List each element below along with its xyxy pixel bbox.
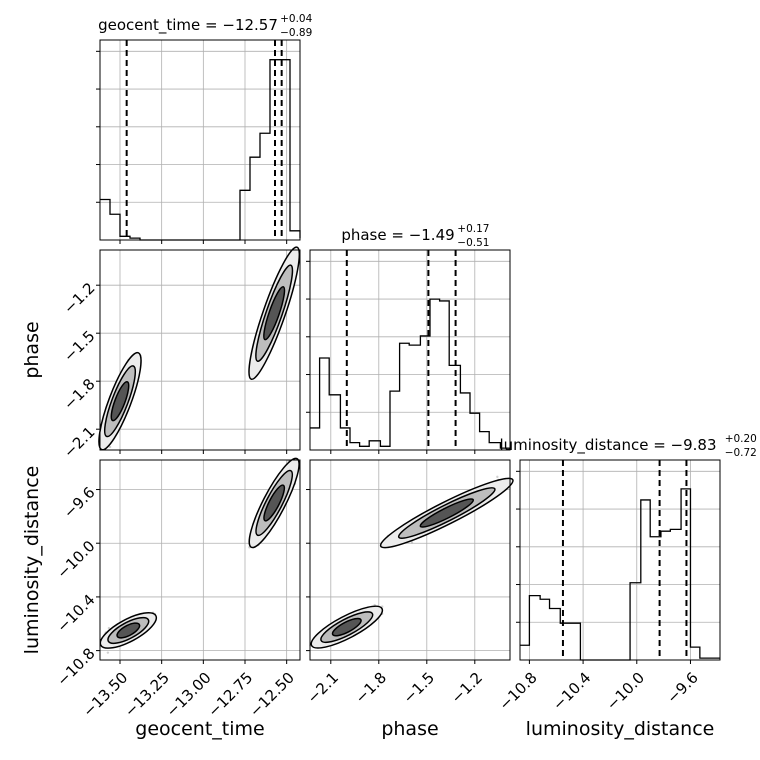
- x-tick-label: −13.25: [121, 669, 173, 721]
- x-axis-label-geocent_time: geocent_time: [135, 718, 264, 740]
- panel-frame: [309, 459, 511, 661]
- x-axis-label-luminosity_distance: luminosity_distance: [526, 718, 715, 740]
- x-tick-label: −1.5: [400, 669, 438, 707]
- y-tick-label: −1.5: [60, 327, 98, 365]
- contour-level-3: [331, 617, 362, 637]
- scatter-panel-phase-vs-geocent_time: −2.1 −1.8 −1.5 −1.2 phase: [21, 246, 301, 462]
- scatter-point: [108, 445, 112, 449]
- y-axis-label-phase: phase: [21, 321, 43, 378]
- y-axis-label-luminosity_distance: luminosity_distance: [21, 466, 43, 655]
- scatter-panel-luminosity_distance-vs-phase: −2.1 −1.8 −1.5 −1.2 phase: [304, 459, 514, 740]
- x-tick-label: −12.50: [246, 669, 298, 721]
- title-plus-luminosity_distance: +0.20: [725, 433, 757, 445]
- histogram-step-phase: [310, 298, 510, 449]
- y-tick-label: −1.8: [60, 375, 98, 413]
- x-tick-label: −10.0: [603, 669, 648, 714]
- x-tick-label: −10.4: [549, 669, 594, 714]
- x-tick-label: −9.6: [663, 669, 701, 707]
- scatter-point: [106, 651, 110, 654]
- contour-level-3: [263, 484, 286, 522]
- scatter-point: [107, 626, 111, 630]
- x-axis-label-phase: phase: [381, 718, 438, 740]
- title-minus-geocent_time: −0.89: [280, 27, 312, 39]
- hist-panel-luminosity_distance: luminosity_distance = −9.83 +0.20 −0.72 −10…: [495, 433, 756, 740]
- panel-frame: [309, 249, 511, 451]
- hist-panel-phase: phase = −1.49 +0.17 −0.51: [306, 223, 511, 454]
- contour-level-3: [419, 498, 475, 528]
- panel-frame: [99, 39, 301, 241]
- y-tick-label: −10.0: [53, 537, 98, 582]
- scatter-panel-luminosity_distance-vs-geocent_time: −13.50−13.25−13.00−12.75−12.50geocent_ti…: [21, 457, 301, 740]
- x-tick-label: −10.8: [495, 669, 540, 714]
- y-tick-label: −1.2: [60, 279, 98, 317]
- y-tick-label: −2.1: [60, 423, 98, 461]
- title-geocent_time: geocent_time = −12.57: [98, 16, 278, 35]
- x-tick-label: −13.50: [79, 669, 131, 721]
- title-minus-luminosity_distance: −0.72: [725, 447, 757, 459]
- y-tick-label: −9.6: [60, 483, 98, 521]
- panel-frame: [99, 459, 301, 661]
- panel-frame: [99, 249, 301, 451]
- contour-level-3: [116, 622, 141, 639]
- scatter-point: [410, 541, 414, 544]
- x-tick-label: −13.00: [163, 669, 215, 721]
- title-plus-geocent_time: +0.04: [280, 13, 312, 25]
- title-minus-phase: −0.51: [457, 237, 489, 249]
- y-tick-label: −10.8: [53, 644, 98, 689]
- histogram-step-geocent_time: [100, 59, 301, 241]
- title-plus-phase: +0.17: [457, 223, 489, 235]
- title-luminosity_distance: luminosity_distance = −9.83: [499, 436, 716, 455]
- x-tick-label: −1.2: [448, 669, 486, 707]
- x-tick-label: −2.1: [304, 669, 342, 707]
- contour-level-3: [263, 285, 286, 341]
- x-tick-label: −1.8: [352, 669, 390, 707]
- y-tick-label: −10.4: [53, 591, 98, 636]
- scatter-point: [496, 475, 499, 479]
- histogram-step-luminosity_distance: [520, 488, 720, 661]
- title-phase: phase = −1.49: [341, 226, 454, 244]
- contour-level-3: [110, 381, 130, 422]
- hist-panel-geocent_time: geocent_time = −12.57 +0.04 −0.89: [96, 13, 313, 244]
- x-tick-label: −12.75: [204, 669, 256, 721]
- panel-frame: [519, 459, 721, 661]
